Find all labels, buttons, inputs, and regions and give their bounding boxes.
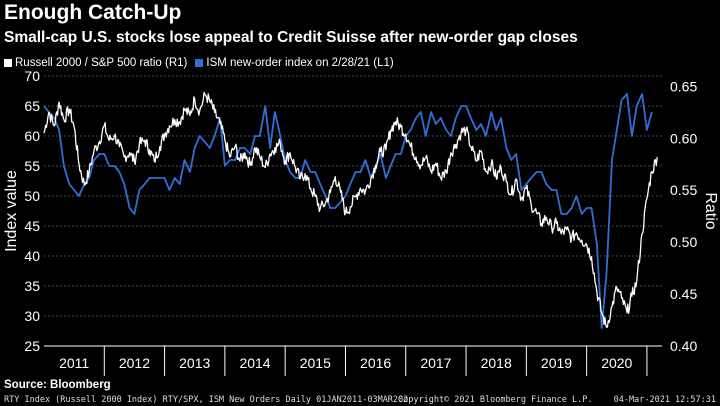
- left-tick-label: 60: [24, 128, 40, 144]
- legend-swatch-russell: [4, 59, 12, 67]
- footer-left: RTY Index (Russell 2000 Index) RTY/SPX, …: [4, 395, 409, 405]
- legend-swatch-ism: [195, 59, 204, 67]
- left-tick-label: 25: [24, 338, 40, 354]
- chart-subtitle: Small-cap U.S. stocks lose appeal to Cre…: [4, 29, 578, 46]
- right-axis-label: Ratio: [702, 192, 719, 229]
- legend: Russell 2000 / S&P 500 ratio (R1) ISM ne…: [4, 57, 402, 69]
- legend-label-ism: ISM new-order index on 2/28/21 (L1): [206, 57, 394, 69]
- x-tick-label: 2012: [119, 355, 150, 371]
- legend-label-russell: Russell 2000 / S&P 500 ratio (R1): [15, 57, 188, 69]
- legend-item-ism: ISM new-order index on 2/28/21 (L1): [195, 57, 394, 69]
- legend-item-russell: Russell 2000 / S&P 500 ratio (R1): [4, 57, 187, 69]
- left-tick-label: 35: [24, 278, 40, 294]
- left-axis-label: Index value: [3, 170, 20, 252]
- right-tick-label: 0.45: [670, 286, 697, 302]
- x-tick-label: 2017: [420, 355, 451, 371]
- footer-copyright: Copyright© 2021 Bloomberg Finance L.P.: [398, 395, 593, 405]
- x-tick-label: 2020: [601, 355, 632, 371]
- left-tick-label: 50: [24, 188, 40, 204]
- source-note: Source: Bloomberg: [4, 379, 111, 391]
- right-tick-label: 0.60: [670, 130, 697, 146]
- chart-title: Enough Catch-Up: [4, 1, 182, 24]
- left-tick-label: 70: [24, 68, 40, 84]
- russell-series-line: [43, 91, 658, 328]
- x-tick-label: 2011: [59, 355, 89, 371]
- x-tick-label: 2018: [481, 355, 512, 371]
- ism-series-line: [43, 93, 653, 329]
- left-tick-label: 30: [24, 308, 40, 324]
- x-tick-label: 2014: [239, 355, 270, 371]
- x-tick-label: 2019: [541, 355, 572, 371]
- x-tick-label: 2013: [179, 355, 210, 371]
- left-tick-label: 45: [24, 218, 40, 234]
- left-tick-label: 55: [24, 158, 40, 174]
- x-tick-label: 2016: [360, 355, 391, 371]
- left-tick-label: 40: [24, 248, 40, 264]
- footer-timestamp: 04-Mar-2021 12:57:31: [613, 395, 716, 405]
- left-tick-label: 65: [24, 98, 40, 114]
- right-tick-label: 0.55: [670, 182, 697, 198]
- right-tick-label: 0.50: [670, 234, 697, 250]
- right-tick-label: 0.40: [670, 338, 697, 354]
- right-tick-label: 0.65: [670, 78, 697, 94]
- x-tick-label: 2015: [300, 355, 331, 371]
